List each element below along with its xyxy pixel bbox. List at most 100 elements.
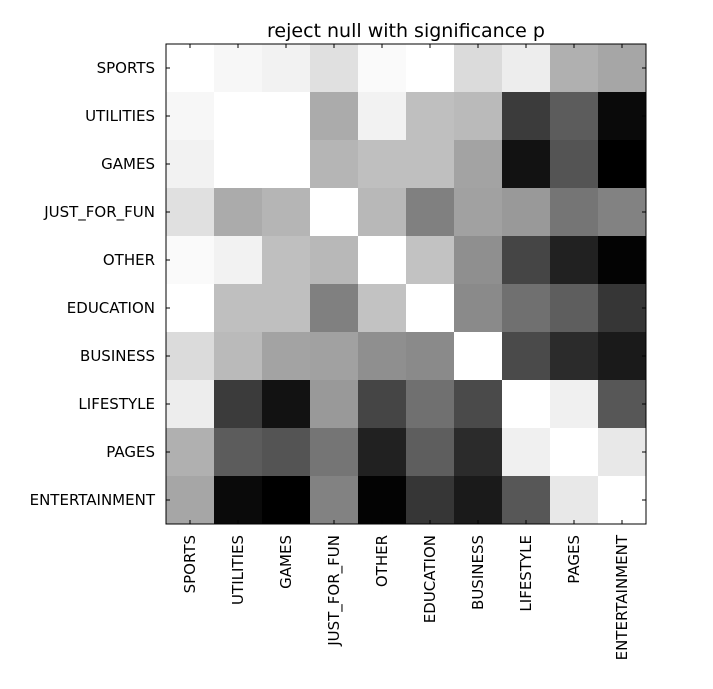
- heatmap-cell-pages-other: [358, 428, 407, 477]
- heatmap-cell-education-sports: [166, 284, 215, 333]
- heatmap-cell-business-pages: [550, 332, 599, 381]
- heatmap-cell-entertainment-entertainment: [598, 476, 647, 525]
- heatmap-cell-pages-entertainment: [598, 428, 647, 477]
- heatmap-cell-entertainment-education: [406, 476, 455, 525]
- heatmap-cell-business-other: [358, 332, 407, 381]
- heatmap-cell-games-education: [406, 140, 455, 189]
- heatmap-cell-entertainment-pages: [550, 476, 599, 525]
- heatmap-cell-entertainment-other: [358, 476, 407, 525]
- heatmap-cell-other-lifestyle: [502, 236, 551, 285]
- heatmap-cell-business-education: [406, 332, 455, 381]
- heatmap-cell-just_for_fun-games: [262, 188, 311, 237]
- heatmap-cell-business-business: [454, 332, 503, 381]
- y-tick-label: EDUCATION: [67, 299, 155, 317]
- heatmap-cell-just_for_fun-utilities: [214, 188, 263, 237]
- heatmap-cell-games-pages: [550, 140, 599, 189]
- heatmap-cell-utilities-utilities: [214, 92, 263, 141]
- heatmap-cell-lifestyle-utilities: [214, 380, 263, 429]
- heatmap-cell-pages-education: [406, 428, 455, 477]
- heatmap-cell-just_for_fun-entertainment: [598, 188, 647, 237]
- heatmap-cell-sports-lifestyle: [502, 44, 551, 93]
- heatmap-cell-utilities-just_for_fun: [310, 92, 359, 141]
- axis-ticks: [166, 44, 646, 524]
- heatmap-cell-business-entertainment: [598, 332, 647, 381]
- heatmap-cell-entertainment-sports: [166, 476, 215, 525]
- heatmap-cell-other-just_for_fun: [310, 236, 359, 285]
- heatmap-cell-lifestyle-entertainment: [598, 380, 647, 429]
- heatmap-cell-pages-games: [262, 428, 311, 477]
- x-tick-label: JUST_FOR_FUN: [325, 535, 344, 647]
- heatmap-cell-other-games: [262, 236, 311, 285]
- heatmap-cell-business-lifestyle: [502, 332, 551, 381]
- heatmap-cell-entertainment-games: [262, 476, 311, 525]
- heatmap-cell-education-just_for_fun: [310, 284, 359, 333]
- heatmap-cell-pages-business: [454, 428, 503, 477]
- heatmap-cell-utilities-games: [262, 92, 311, 141]
- heatmap-cell-education-games: [262, 284, 311, 333]
- y-tick-label: SPORTS: [97, 59, 155, 77]
- heatmap-cell-pages-sports: [166, 428, 215, 477]
- heatmap-cell-entertainment-utilities: [214, 476, 263, 525]
- heatmap-cell-lifestyle-other: [358, 380, 407, 429]
- heatmap-cell-lifestyle-sports: [166, 380, 215, 429]
- heatmap-cell-education-education: [406, 284, 455, 333]
- heatmap-cell-education-business: [454, 284, 503, 333]
- heatmap-cell-other-utilities: [214, 236, 263, 285]
- heatmap-cell-utilities-pages: [550, 92, 599, 141]
- heatmap-cell-lifestyle-games: [262, 380, 311, 429]
- heatmap-cell-pages-pages: [550, 428, 599, 477]
- y-tick-label: JUST_FOR_FUN: [43, 203, 155, 222]
- heatmap-cell-pages-lifestyle: [502, 428, 551, 477]
- heatmap-cell-other-education: [406, 236, 455, 285]
- heatmap-cell-sports-games: [262, 44, 311, 93]
- heatmap-cell-games-business: [454, 140, 503, 189]
- heatmap-cell-education-lifestyle: [502, 284, 551, 333]
- heatmap-cell-just_for_fun-other: [358, 188, 407, 237]
- heatmap-cell-lifestyle-lifestyle: [502, 380, 551, 429]
- heatmap-cell-business-sports: [166, 332, 215, 381]
- heatmap-cell-education-pages: [550, 284, 599, 333]
- heatmap-cell-games-games: [262, 140, 311, 189]
- heatmap-cell-sports-just_for_fun: [310, 44, 359, 93]
- y-tick-label: GAMES: [101, 155, 155, 173]
- chart-title: reject null with significance p: [267, 20, 545, 42]
- heatmap-cell-business-games: [262, 332, 311, 381]
- x-tick-label: LIFESTYLE: [517, 535, 535, 612]
- heatmap-cell-entertainment-lifestyle: [502, 476, 551, 525]
- heatmap-cell-pages-utilities: [214, 428, 263, 477]
- heatmap-cell-sports-utilities: [214, 44, 263, 93]
- heatmap-cell-utilities-entertainment: [598, 92, 647, 141]
- y-tick-label: LIFESTYLE: [78, 395, 155, 413]
- x-tick-label: PAGES: [565, 535, 583, 584]
- heatmap-cell-other-sports: [166, 236, 215, 285]
- heatmap-cell-games-lifestyle: [502, 140, 551, 189]
- heatmap-cell-business-utilities: [214, 332, 263, 381]
- x-tick-label: SPORTS: [181, 535, 199, 593]
- heatmap-cell-other-business: [454, 236, 503, 285]
- heatmap-cell-sports-pages: [550, 44, 599, 93]
- x-tick-label: ENTERTAINMENT: [613, 534, 631, 660]
- heatmap-cell-utilities-business: [454, 92, 503, 141]
- heatmap-cell-pages-just_for_fun: [310, 428, 359, 477]
- heatmap-cell-lifestyle-education: [406, 380, 455, 429]
- heatmap-cell-other-other: [358, 236, 407, 285]
- heatmap-cell-sports-sports: [166, 44, 215, 93]
- heatmap-cell-sports-entertainment: [598, 44, 647, 93]
- x-tick-label: BUSINESS: [469, 535, 487, 610]
- heatmap-cell-entertainment-business: [454, 476, 503, 525]
- x-tick-label: UTILITIES: [229, 535, 247, 605]
- x-axis-labels: SPORTS UTILITIES GAMES JUST_FOR_FUN OTHER EDU…: [181, 534, 631, 660]
- y-tick-label: UTILITIES: [85, 107, 155, 125]
- heatmap-cell-just_for_fun-business: [454, 188, 503, 237]
- heatmap-cell-just_for_fun-education: [406, 188, 455, 237]
- y-tick-label: OTHER: [103, 251, 155, 269]
- x-tick-label: OTHER: [373, 535, 391, 587]
- heatmap-cell-sports-other: [358, 44, 407, 93]
- y-tick-label: BUSINESS: [80, 347, 155, 365]
- heatmap-cell-just_for_fun-lifestyle: [502, 188, 551, 237]
- heatmap-cell-utilities-sports: [166, 92, 215, 141]
- heatmap-cell-entertainment-just_for_fun: [310, 476, 359, 525]
- y-tick-label: ENTERTAINMENT: [30, 491, 156, 509]
- plot-frame: [165, 43, 647, 525]
- heatmap-cell-business-just_for_fun: [310, 332, 359, 381]
